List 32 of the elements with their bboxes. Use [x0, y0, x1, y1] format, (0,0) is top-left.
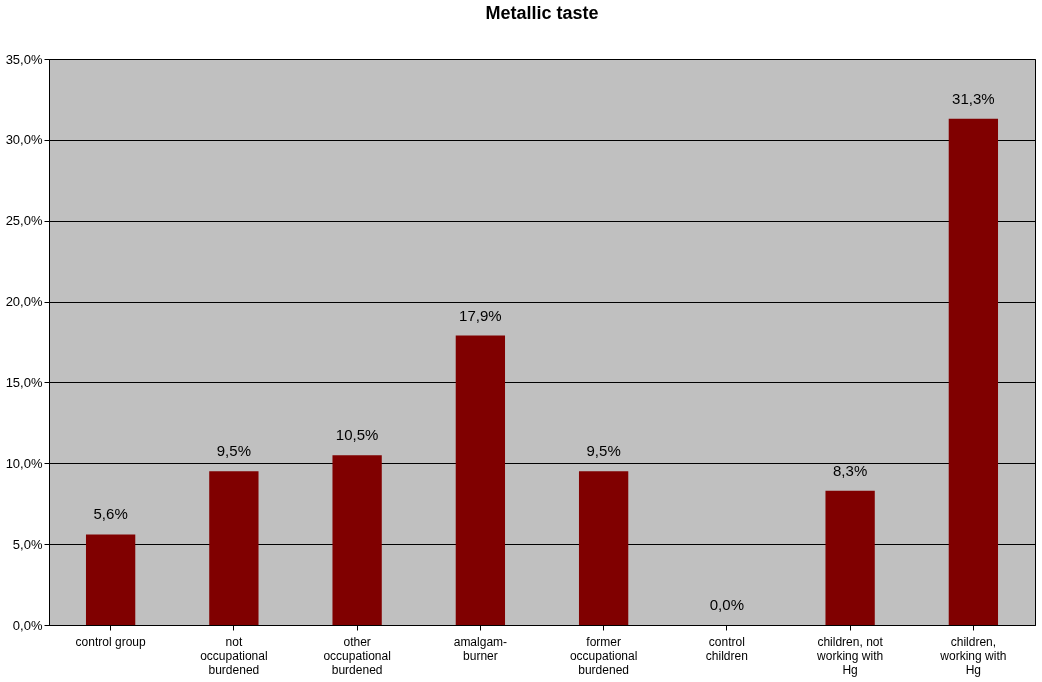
- chart-title: Metallic taste: [485, 3, 599, 23]
- x-tick-label: control group: [75, 634, 146, 649]
- y-tick-label: 5,0%: [12, 536, 43, 552]
- data-label: 31,3%: [952, 89, 995, 107]
- data-label: 9,5%: [586, 442, 621, 460]
- y-tick-label: 25,0%: [5, 213, 43, 229]
- y-tick-label: 35,0%: [5, 51, 43, 67]
- x-tick-label: former occupational burdened: [569, 634, 638, 677]
- data-label: 10,5%: [335, 426, 379, 444]
- y-tick-label: 10,0%: [5, 455, 43, 471]
- data-label: 9,5%: [216, 442, 251, 460]
- bar: [332, 455, 382, 625]
- bar: [209, 471, 259, 625]
- y-tick-label: 0,0%: [12, 617, 43, 633]
- data-label: 5,6%: [93, 505, 128, 523]
- y-tick-label: 20,0%: [5, 294, 43, 310]
- y-tick-label: 15,0%: [5, 374, 43, 390]
- data-label: 0,0%: [709, 596, 744, 613]
- x-tick-label: children, not working with Hg: [816, 634, 884, 677]
- data-label: 8,3%: [833, 461, 868, 479]
- bar: [455, 335, 506, 625]
- x-tick-label: children, working with Hg: [939, 634, 1007, 677]
- y-tick-label: 30,0%: [5, 132, 43, 148]
- x-tick-label: other occupational burdened: [323, 634, 391, 677]
- bar: [578, 471, 629, 625]
- x-tick-label: not occupational burdened: [200, 634, 268, 677]
- data-label: 17,9%: [459, 306, 502, 324]
- bar: [85, 534, 136, 625]
- x-tick-label: amalgam-burner: [453, 634, 508, 663]
- x-tick-label: control children: [705, 634, 748, 663]
- bar: [948, 118, 999, 625]
- bar: [825, 490, 875, 625]
